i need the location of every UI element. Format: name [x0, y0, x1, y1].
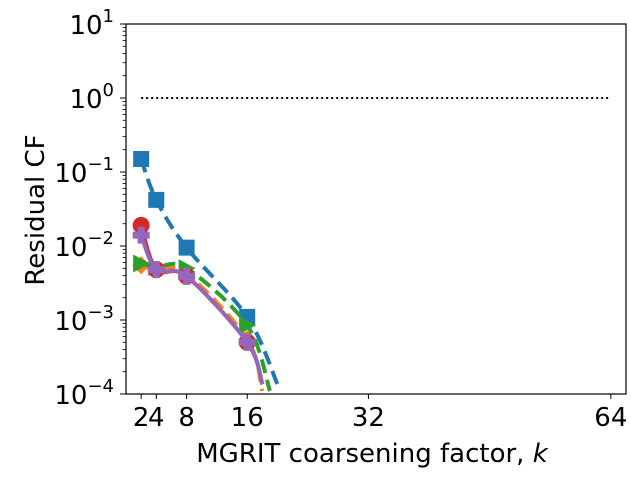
x-axis-title: MGRIT coarsening factor, k [196, 439, 548, 469]
data-point-triangle-right [239, 316, 257, 335]
data-point-square [178, 239, 195, 256]
y-tick-label: 10−2 [54, 228, 114, 263]
series-square [133, 150, 280, 386]
data-point-square [148, 191, 165, 208]
plot-frame [125, 23, 627, 395]
x-tick-label: 32 [352, 403, 385, 433]
data-point-circle [132, 216, 150, 234]
y-tick-label: 10−1 [54, 154, 114, 189]
data-point-plus [238, 333, 256, 351]
tick-layer: 24 8 16 32 64 101 100 10−1 10−2 10−3 10−4 [54, 6, 627, 433]
y-tick-label: 10−3 [54, 302, 114, 337]
series-line-square [139, 158, 280, 386]
data-point-triangle-right [133, 254, 151, 273]
y-tick-label: 10−4 [54, 376, 114, 411]
x-tick-label: 8 [178, 403, 195, 433]
x-tick-label: 4 [148, 403, 165, 433]
x-tick-label: 16 [231, 403, 264, 433]
data-point-square [133, 150, 150, 167]
y-axis-title: Residual CF [21, 134, 51, 285]
series-line-circle [139, 224, 265, 386]
series-layer [132, 150, 280, 392]
y-tick-label: 100 [69, 80, 114, 115]
x-tick-label: 64 [594, 403, 627, 433]
series-circle [132, 216, 265, 386]
series-plus [132, 226, 265, 386]
data-point-plus [132, 226, 150, 244]
data-point-plus [147, 261, 165, 279]
y-tick-label: 101 [69, 6, 114, 41]
data-point-plus [178, 267, 196, 285]
x-tick-label: 2 [133, 403, 150, 433]
